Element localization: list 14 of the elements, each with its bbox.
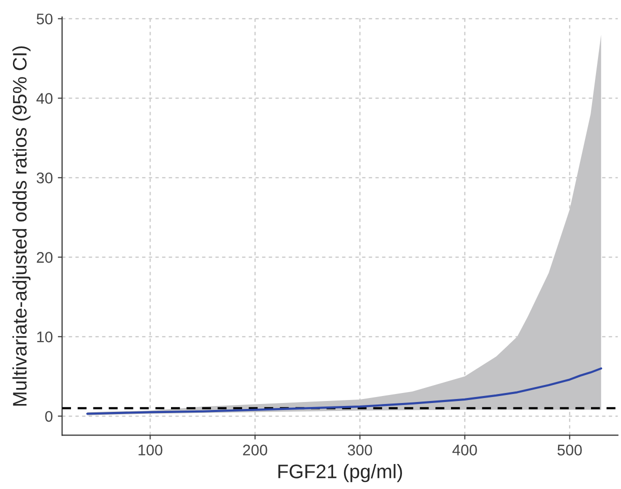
x-tick-label: 500 xyxy=(558,444,582,456)
x-tick-label: 400 xyxy=(452,444,477,456)
y-tick-label: 0 xyxy=(45,411,52,422)
y-tick-label: 10 xyxy=(37,332,52,342)
x-tick-label: 100 xyxy=(138,444,162,456)
y-tick-label: 50 xyxy=(36,14,52,24)
y-axis-title: Multivariate-adjusted odds ratios (95% CI) xyxy=(12,46,31,406)
y-tick-label: 40 xyxy=(36,93,52,104)
y-tick-label: 30 xyxy=(36,172,52,184)
line-series xyxy=(86,367,602,415)
x-tick-label: 300 xyxy=(348,444,372,456)
y-tick-label: 20 xyxy=(36,252,52,263)
x-axis-title: FGF21 (pg/ml) xyxy=(278,464,402,482)
x-tick-label: 200 xyxy=(243,444,268,456)
